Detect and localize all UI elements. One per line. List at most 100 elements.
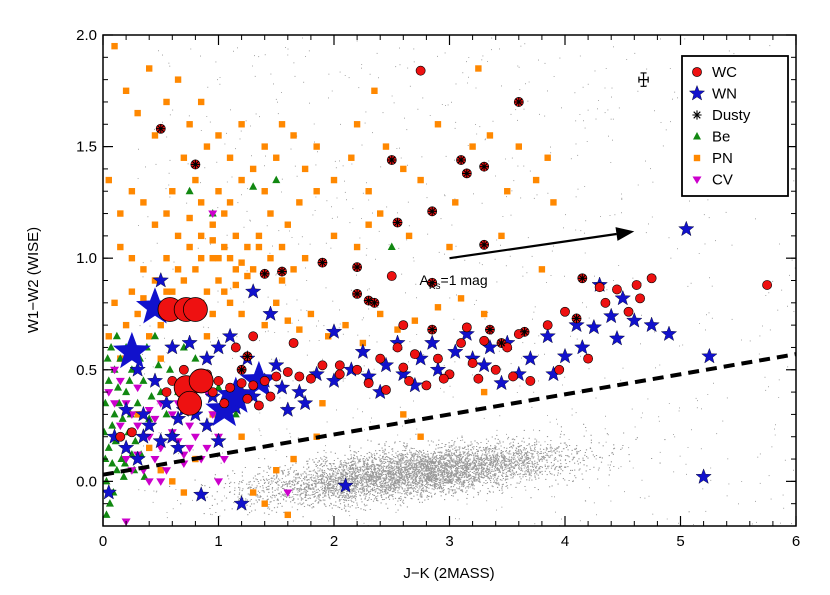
- wn-point: [585, 318, 603, 335]
- wc-point: [161, 387, 172, 397]
- y-tick-label: 2.0: [76, 27, 97, 44]
- pn-point: [163, 210, 170, 217]
- pn-point: [140, 266, 147, 273]
- dusty-point: [364, 296, 374, 306]
- pn-point: [284, 317, 291, 324]
- wn-point: [117, 439, 135, 455]
- wn-point: [244, 283, 262, 299]
- wn-point: [279, 401, 296, 417]
- legend-label-cv: CV: [712, 172, 733, 189]
- pn-point: [278, 243, 286, 251]
- wc-point: [600, 297, 611, 308]
- wc-point: [392, 342, 403, 353]
- be-point: [108, 459, 117, 467]
- wn-point: [568, 316, 585, 333]
- wn-point: [164, 428, 181, 444]
- pn-point: [197, 232, 205, 240]
- wn-point: [556, 347, 574, 364]
- dusty-point: [156, 124, 166, 134]
- cv-point: [167, 411, 177, 419]
- wc-point: [334, 360, 345, 371]
- wn-legend-marker: [688, 84, 706, 101]
- dusty-point: [237, 365, 247, 375]
- cv-point: [121, 456, 131, 464]
- wc-point: [282, 367, 293, 377]
- pn-point: [480, 310, 488, 318]
- wc-point: [207, 387, 218, 397]
- pn-point: [301, 165, 309, 173]
- pn-point: [544, 154, 551, 161]
- pn-point: [452, 199, 459, 206]
- pn-point: [550, 199, 557, 206]
- pn-point: [457, 295, 465, 302]
- wc-point: [542, 320, 553, 331]
- wc-point: [177, 390, 203, 416]
- cv-point: [156, 444, 166, 453]
- pn-point: [313, 188, 320, 195]
- pn-point: [180, 489, 188, 496]
- wn-point: [262, 305, 279, 321]
- pn-point: [209, 221, 216, 228]
- wc-point: [404, 376, 414, 386]
- pn-point: [515, 143, 522, 150]
- pn-point: [411, 317, 419, 324]
- wn-point: [608, 329, 626, 346]
- pn-point: [244, 272, 251, 280]
- pn-point: [169, 188, 176, 195]
- wn-point: [164, 338, 181, 355]
- wc-point: [288, 338, 299, 348]
- be-point: [154, 360, 163, 369]
- wn-point: [354, 343, 372, 359]
- wc-point: [631, 280, 642, 290]
- cv-point: [110, 366, 120, 375]
- wn-point: [146, 372, 164, 388]
- cv-legend-marker: [692, 176, 702, 184]
- pn-point: [498, 232, 505, 240]
- pn-point: [244, 243, 251, 251]
- pn-point: [197, 98, 205, 106]
- wn-point: [135, 428, 152, 444]
- x-tick-label: 6: [792, 533, 800, 550]
- pn-point: [469, 143, 476, 150]
- pn-point: [400, 165, 407, 173]
- pn-point: [273, 154, 280, 161]
- be-point: [133, 398, 142, 407]
- legend: WC WN Dusty Be PN CV: [681, 55, 789, 197]
- dusty-point: [387, 155, 397, 165]
- pn-point: [180, 154, 188, 161]
- wc-point: [456, 338, 466, 348]
- pn-point: [267, 254, 274, 262]
- x-tick-label: 4: [561, 533, 569, 550]
- pn-point: [203, 288, 211, 295]
- separation-line: [102, 352, 797, 477]
- wc-point: [398, 362, 409, 373]
- pn-point: [215, 277, 222, 284]
- dusty-point: [392, 217, 403, 228]
- wc-point: [461, 322, 472, 333]
- pn-point: [209, 254, 216, 262]
- be-point: [165, 365, 174, 373]
- wn-point: [233, 495, 250, 511]
- pn-point: [163, 98, 170, 106]
- be-point: [103, 476, 111, 485]
- cv-point: [214, 478, 223, 486]
- cv-point: [208, 210, 218, 219]
- be-point: [103, 398, 110, 407]
- be-point: [104, 443, 113, 451]
- be-point: [231, 409, 240, 418]
- x-tick-label: 5: [676, 533, 684, 550]
- wc-point: [352, 364, 362, 375]
- pn-point: [261, 188, 268, 195]
- wc-point: [182, 297, 208, 322]
- pn-point: [232, 281, 240, 289]
- wc-point: [375, 353, 386, 364]
- pn-point: [278, 277, 286, 284]
- annotation-layer: AKs=1 mag: [102, 72, 797, 477]
- wn-point: [429, 361, 447, 377]
- pn-point: [174, 266, 182, 273]
- be-point: [185, 186, 194, 195]
- wc-point: [525, 376, 536, 386]
- wn-point: [141, 417, 158, 433]
- pn-point: [273, 467, 280, 474]
- pn-point: [417, 176, 424, 184]
